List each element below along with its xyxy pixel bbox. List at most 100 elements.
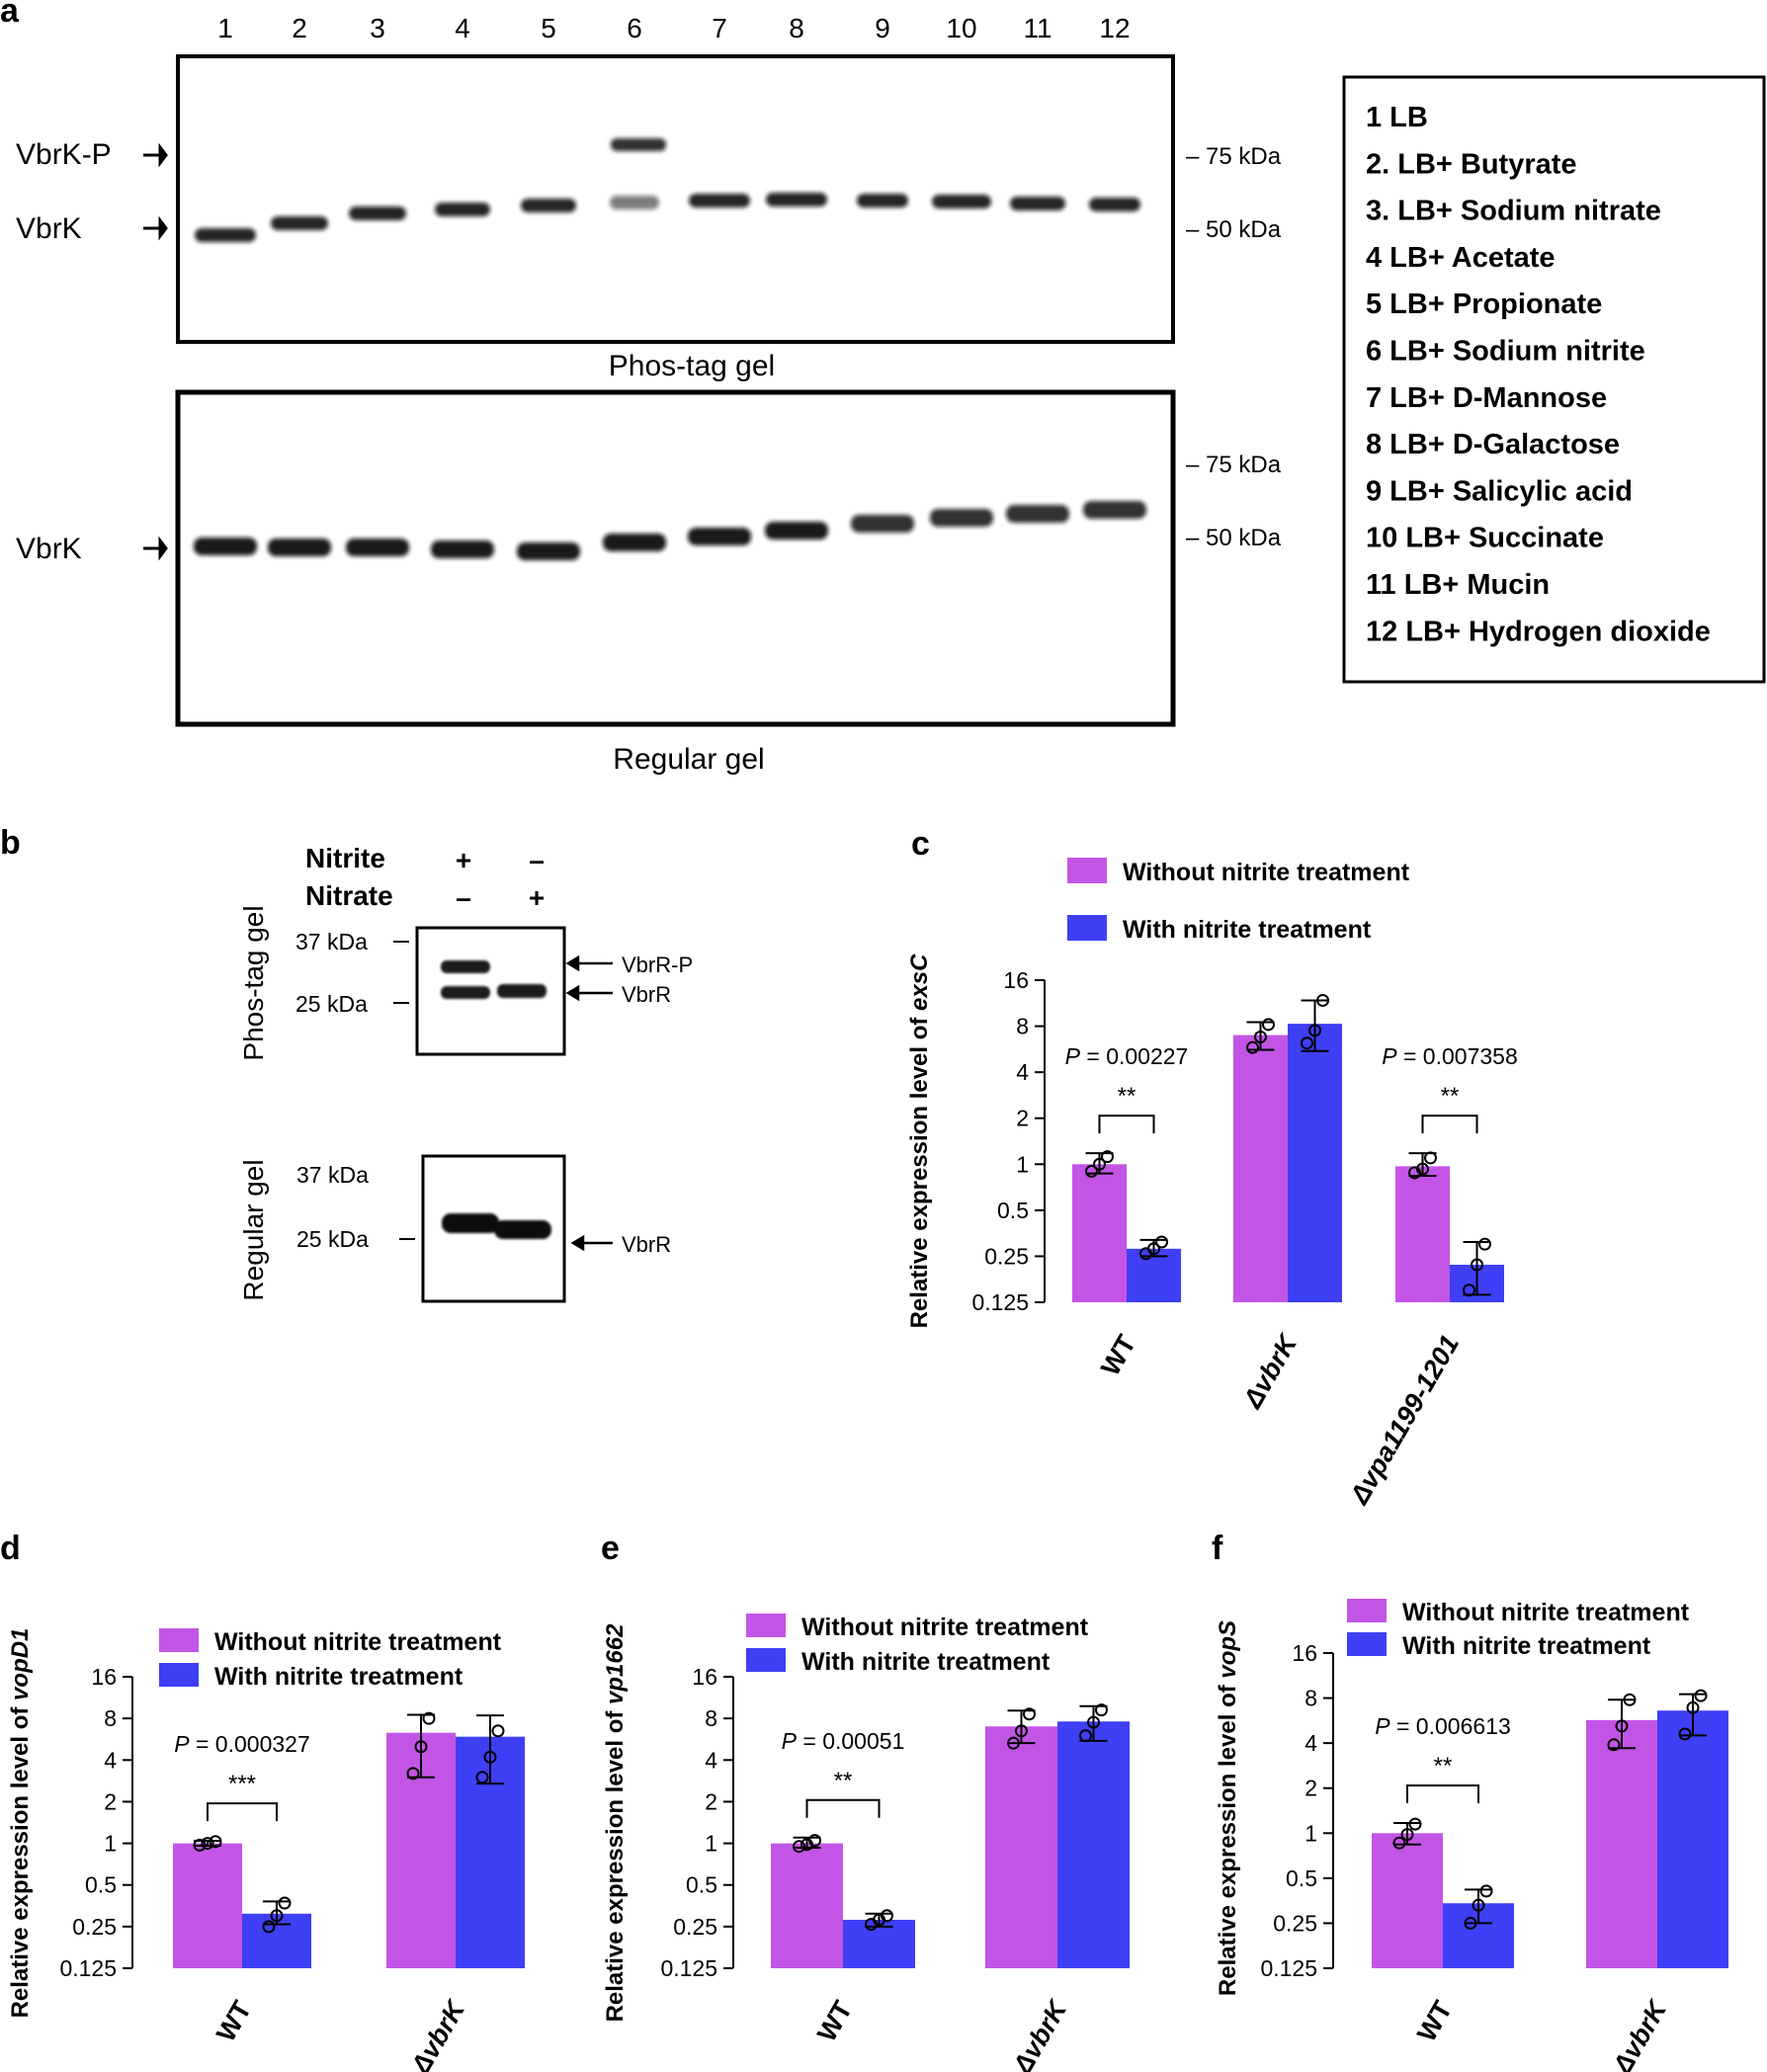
- data-point: [201, 1837, 214, 1851]
- band: [441, 986, 490, 999]
- nitrite-sign-1: +: [456, 845, 471, 875]
- bar: [1072, 1164, 1127, 1302]
- data-point: [1464, 1916, 1477, 1930]
- y-tick-label: 1: [104, 1831, 117, 1857]
- y-tick-label: 0.5: [686, 1872, 717, 1898]
- lane-number: 9: [875, 13, 890, 43]
- band: [517, 542, 580, 560]
- legend-swatch: [159, 1628, 199, 1652]
- data-point: [483, 1750, 497, 1764]
- marker-75kda: – 75 kDa: [1186, 143, 1282, 170]
- chart-exsc: Without nitrite treatment With nitrite tr…: [906, 858, 1518, 1510]
- lane-number: 8: [789, 13, 804, 43]
- legend-swatch: [1067, 858, 1107, 883]
- significance-bracket: [1421, 1115, 1478, 1134]
- nitrate-sign-2: +: [529, 882, 545, 913]
- data-point: [1023, 1707, 1036, 1721]
- data-point: [1246, 1040, 1259, 1054]
- legend-swatch: [746, 1648, 786, 1672]
- y-tick-label: 4: [1304, 1730, 1317, 1756]
- y-tick-label: 1: [1304, 1820, 1317, 1846]
- y-axis-label: Relative expression level of vopD1: [7, 1628, 34, 2019]
- b-phos-tag-label: Phos-tag gel: [238, 905, 269, 1060]
- data-point: [1015, 1724, 1028, 1738]
- legend-label: Without nitrite treatment: [214, 1628, 502, 1656]
- b-25kda-regular: 25 kDa: [296, 1226, 369, 1252]
- bar: [1657, 1710, 1728, 1968]
- bar: [843, 1919, 915, 1968]
- bar: [1057, 1721, 1130, 1968]
- significance-stars: **: [1434, 1753, 1453, 1780]
- x-tick-label: WT: [1411, 1996, 1458, 2047]
- regular-blot-frame: [175, 389, 1176, 727]
- lane-numbers: 1 2 3 4 5 6 7 8 9 10 11 12: [217, 13, 1130, 43]
- vbrr-regular-label: VbrR: [622, 1232, 671, 1257]
- chart-vp1662: Without nitrite treatment With nitrite tr…: [602, 1614, 1130, 2072]
- data-point: [406, 1767, 420, 1781]
- b-phos-bands: [441, 960, 547, 999]
- x-tick-label: WT: [811, 1996, 858, 2047]
- x-tick-label: WT: [1095, 1330, 1141, 1381]
- panel-a: a 1 2 3 4 5 6 7 8 9 10 11 12 Phos-tag gel VbrK-P Vb…: [0, 0, 1766, 776]
- y-tick-label: 0.125: [59, 1955, 117, 1981]
- significance-stars: **: [834, 1768, 853, 1794]
- y-tick-label: 0.25: [984, 1243, 1029, 1269]
- legend-swatch: [1347, 1599, 1387, 1622]
- data-point: [1093, 1157, 1106, 1171]
- y-tick-label: 8: [705, 1705, 717, 1731]
- condition-legend-item: 1 LB: [1366, 102, 1428, 133]
- lane-number: 5: [541, 13, 556, 43]
- lane-number: 1: [217, 13, 233, 43]
- y-tick-label: 16: [1003, 967, 1029, 993]
- y-tick-label: 8: [1016, 1014, 1029, 1039]
- data-point: [793, 1840, 805, 1854]
- band: [442, 1213, 499, 1233]
- band: [851, 515, 914, 533]
- y-tick-label: 0.25: [673, 1914, 717, 1940]
- y-axis-label: Relative expression level of vp1662: [602, 1623, 629, 2023]
- legend-label: With nitrite treatment: [214, 1663, 463, 1691]
- band: [932, 195, 991, 208]
- vbrk-regular-label: VbrK: [16, 533, 82, 565]
- y-tick-label: 0.25: [72, 1914, 117, 1940]
- condition-legend-item: 8 LB+ D-Galactose: [1366, 429, 1620, 460]
- data-point: [1478, 1237, 1491, 1251]
- data-point: [1408, 1166, 1421, 1180]
- arrow-icon: [143, 536, 168, 561]
- data-point: [1463, 1284, 1475, 1297]
- data-point: [1007, 1736, 1020, 1750]
- bar: [1127, 1248, 1181, 1302]
- data-point: [1095, 1703, 1108, 1717]
- b-regular-bands: [442, 1213, 551, 1239]
- data-point: [1424, 1151, 1437, 1165]
- band: [494, 1220, 551, 1239]
- panel-b: b Nitrite Nitrate + – – + Phos-tag gel R…: [0, 824, 693, 1303]
- chart-vops: Without nitrite treatment With nitrite tr…: [1215, 1599, 1728, 2072]
- condition-legend-item: 2. LB+ Butyrate: [1366, 148, 1577, 180]
- nitrate-label: Nitrate: [305, 880, 393, 911]
- x-tick-label: ΔvbrK: [1007, 1994, 1074, 2072]
- panel-label-a: a: [0, 0, 20, 30]
- panel-label-f: f: [1212, 1530, 1223, 1567]
- vbrr-label: VbrR: [622, 982, 671, 1007]
- y-tick-label: 4: [104, 1747, 117, 1773]
- band: [497, 984, 547, 998]
- nitrate-sign-1: –: [456, 882, 471, 913]
- data-point: [1623, 1693, 1637, 1706]
- p-value: P = 0.00051: [782, 1728, 905, 1754]
- bar: [1288, 1024, 1342, 1302]
- data-point: [422, 1711, 436, 1725]
- arrow-icon: [143, 215, 168, 241]
- panel-label-d: d: [0, 1530, 21, 1567]
- x-tick-label: ΔvbrK: [405, 1994, 472, 2072]
- bar: [985, 1726, 1057, 1968]
- arrow-icon: [143, 142, 168, 168]
- bar: [1395, 1166, 1450, 1302]
- p-value: P = 0.007358: [1382, 1043, 1518, 1069]
- significance-stars: **: [1441, 1083, 1460, 1110]
- x-tick-label: ΔvbrK: [1607, 1994, 1674, 2072]
- band: [435, 203, 490, 216]
- data-point: [1087, 1715, 1100, 1729]
- band: [1089, 198, 1140, 211]
- x-tick-label: Δvpa1199-1201: [1344, 1330, 1465, 1510]
